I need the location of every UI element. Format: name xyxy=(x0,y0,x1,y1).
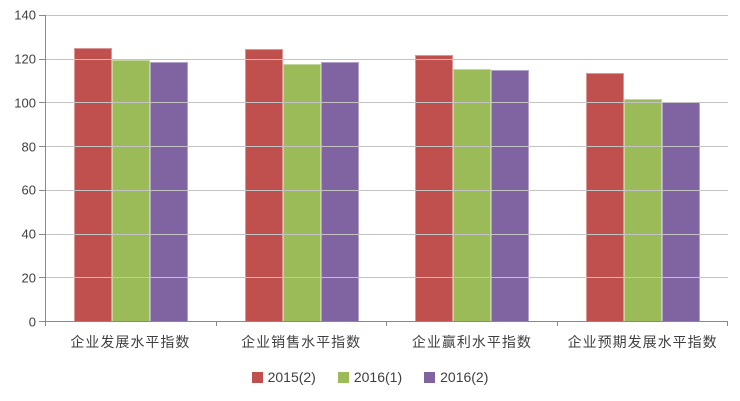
x-tick-mark-0 xyxy=(45,322,46,326)
gridline-40 xyxy=(46,233,728,235)
bar-group-3 xyxy=(558,15,729,321)
y-tick-mark-60 xyxy=(39,189,46,191)
legend-item-2016(2): 2016(2) xyxy=(424,370,488,384)
y-axis-label-140: 140 xyxy=(14,7,36,23)
x-tick-mark-3 xyxy=(556,322,558,326)
category-label-0: 企业发展水平指数 xyxy=(70,334,191,350)
y-tick-mark-80 xyxy=(39,146,46,148)
bar-2016(2)-2 xyxy=(491,70,530,321)
y-tick-mark-120 xyxy=(39,58,46,60)
legend-item-2015(2): 2015(2) xyxy=(251,369,316,385)
bar-2016(1)-2 xyxy=(453,69,492,321)
legend-label: 2015(2) xyxy=(267,369,316,385)
y-axis-label-60: 60 xyxy=(21,182,36,198)
gridline-80 xyxy=(46,146,728,148)
y-tick-mark-40 xyxy=(39,233,46,235)
y-axis-label-0: 0 xyxy=(28,314,36,330)
plot-area xyxy=(39,15,728,326)
bar-2016(2)-3 xyxy=(661,101,700,321)
y-tick-mark-0 xyxy=(39,321,46,322)
x-axis-category-labels: 企业发展水平指数 企业销售水平指数 企业赢利水平指数 企业预期发展水平指数 xyxy=(45,332,728,352)
y-axis-label-120: 120 xyxy=(14,51,36,67)
legend: 2015(2) 2016(1) 2016(2) xyxy=(0,370,740,384)
bar-2015(2)-1 xyxy=(244,48,283,321)
bar-2016(2)-0 xyxy=(150,62,189,321)
y-axis-labels: 0 20 40 60 80 100 120 140 xyxy=(0,9,36,329)
x-tick-mark-4 xyxy=(727,322,728,326)
bar-2015(2)-2 xyxy=(415,55,454,321)
legend-label: 2016(1) xyxy=(353,369,403,385)
category-label-2: 企业赢利水平指数 xyxy=(411,334,532,350)
y-axis-label-40: 40 xyxy=(21,226,36,242)
bar-group-2 xyxy=(387,15,558,321)
x-tick-mark-2 xyxy=(386,322,387,326)
legend-label: 2016(2) xyxy=(440,369,489,385)
y-axis-label-100: 100 xyxy=(14,95,36,111)
y-tick-mark-140 xyxy=(39,15,46,16)
gridline-140 xyxy=(46,15,728,16)
gridline-120 xyxy=(46,58,728,60)
bar-group-1 xyxy=(217,15,388,321)
bar-groups xyxy=(46,15,728,321)
gridline-20 xyxy=(46,277,728,279)
x-tick-mark-1 xyxy=(215,322,217,326)
y-tick-mark-100 xyxy=(39,102,46,104)
gridline-100 xyxy=(46,102,728,104)
bar-2016(1)-3 xyxy=(623,99,662,321)
y-tick-mark-20 xyxy=(39,277,46,279)
category-label-3: 企业预期发展水平指数 xyxy=(567,334,718,350)
legend-swatch-icon xyxy=(424,371,436,383)
bar-group-0 xyxy=(46,15,217,321)
bar-2016(2)-1 xyxy=(320,61,359,321)
y-axis-label-20: 20 xyxy=(21,270,36,286)
y-axis-label-80: 80 xyxy=(21,139,36,155)
legend-swatch-icon xyxy=(251,371,263,383)
category-label-1: 企业销售水平指数 xyxy=(241,334,362,350)
legend-item-2016(1): 2016(1) xyxy=(337,369,403,385)
gridline-60 xyxy=(46,189,728,191)
bar-2015(2)-3 xyxy=(585,72,624,321)
legend-swatch-icon xyxy=(337,371,349,383)
bar-2015(2)-0 xyxy=(74,47,113,321)
